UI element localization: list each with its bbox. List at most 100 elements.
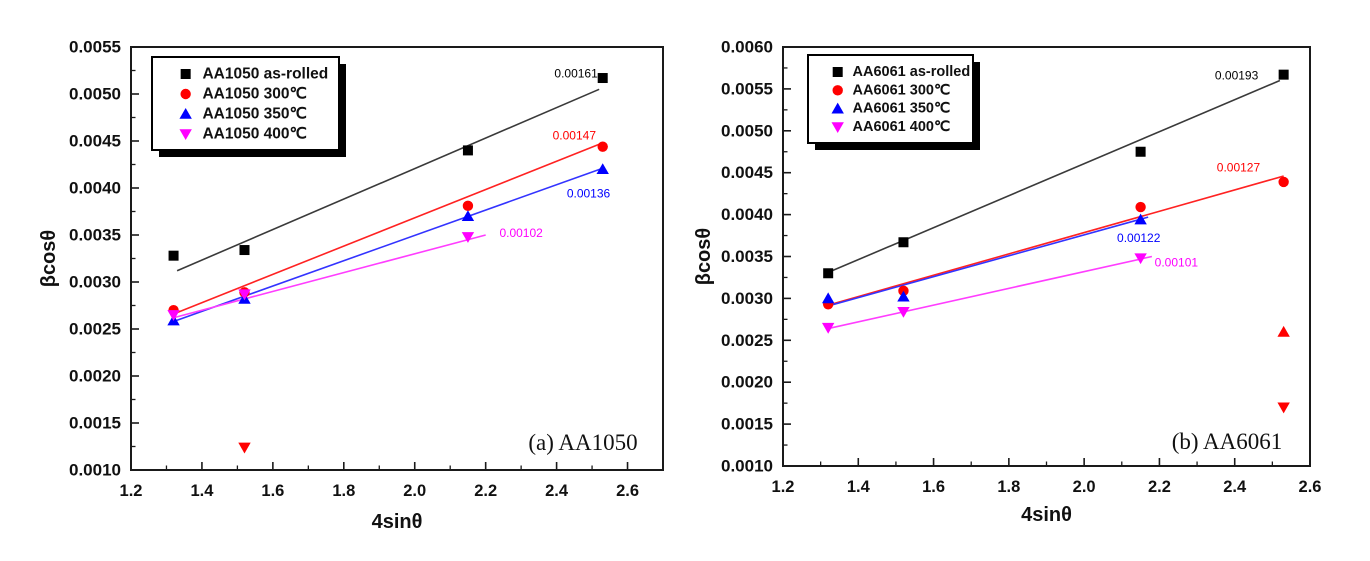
data-marker-triangle-up bbox=[821, 292, 835, 304]
data-marker-triangle-down bbox=[1134, 253, 1147, 265]
y-tick-label: 0.0035 bbox=[721, 247, 773, 266]
fit-line bbox=[827, 175, 1284, 306]
y-tick-label: 0.0045 bbox=[69, 132, 121, 151]
y-tick-label: 0.0010 bbox=[69, 461, 121, 480]
slope-annotation: 0.00161 bbox=[554, 66, 598, 80]
y-tick-label: 0.0025 bbox=[721, 331, 773, 350]
data-marker-triangle-up bbox=[897, 290, 910, 302]
x-tick-label: 2.0 bbox=[1073, 478, 1096, 496]
y-axis-title: βcosθ bbox=[693, 228, 715, 285]
legend-label: AA6061 as-rolled bbox=[853, 64, 971, 80]
data-marker-square bbox=[1135, 146, 1146, 157]
x-axis-title: 4sinθ bbox=[372, 511, 423, 533]
x-tick-label: 1.4 bbox=[190, 482, 214, 500]
data-marker-triangle-down bbox=[821, 322, 835, 334]
y-tick-label: 0.0010 bbox=[721, 457, 773, 476]
y-tick-label: 0.0040 bbox=[721, 205, 773, 224]
slope-annotation: 0.00102 bbox=[499, 226, 543, 240]
slope-annotation: 0.00122 bbox=[1117, 231, 1161, 245]
y-tick-label: 0.0015 bbox=[69, 414, 121, 433]
outlier-marker-triangle-down bbox=[238, 442, 251, 454]
x-tick-label: 2.4 bbox=[545, 482, 569, 500]
data-marker-square bbox=[898, 237, 909, 248]
legend-label: AA1050 300℃ bbox=[202, 86, 307, 103]
legend-label: AA1050 350℃ bbox=[202, 106, 307, 123]
x-tick-label: 2.4 bbox=[1223, 478, 1247, 496]
x-tick-label: 1.6 bbox=[922, 478, 945, 496]
data-marker-triangle-down bbox=[461, 232, 475, 243]
legend-marker-square bbox=[180, 69, 191, 79]
y-tick-label: 0.0030 bbox=[69, 273, 121, 292]
x-tick-label: 2.6 bbox=[1299, 478, 1322, 496]
x-tick-label: 1.2 bbox=[120, 482, 143, 500]
y-tick-label: 0.0020 bbox=[69, 367, 121, 386]
legend-marker-triangle-down bbox=[179, 129, 192, 140]
data-marker-triangle-up bbox=[461, 210, 475, 221]
legend-label: AA6061 400℃ bbox=[853, 119, 951, 135]
slope-annotation: 0.00127 bbox=[1217, 161, 1261, 175]
data-marker-square bbox=[823, 268, 834, 279]
y-tick-label: 0.0050 bbox=[721, 121, 773, 140]
chart-b: 1.2 1.4 1.6 1.8 2.0 2.2 2.4 2.6 0.0010 0.0015 0.00… bbox=[693, 38, 1321, 527]
legend-label: AA6061 300℃ bbox=[853, 82, 951, 98]
x-tick-label: 1.2 bbox=[772, 478, 795, 496]
legend-marker-triangle-up bbox=[179, 108, 192, 119]
y-tick-label: 0.0025 bbox=[69, 320, 121, 339]
legend-label: AA1050 as-rolled bbox=[202, 66, 328, 83]
data-marker-circle bbox=[597, 141, 608, 152]
y-tick-label: 0.0035 bbox=[69, 226, 121, 245]
data-marker-square bbox=[597, 73, 608, 84]
x-tick-label: 2.0 bbox=[403, 482, 426, 500]
x-tick-label: 2.2 bbox=[474, 482, 497, 500]
x-tick-label: 2.2 bbox=[1148, 478, 1171, 496]
legend-label: AA1050 400℃ bbox=[202, 126, 307, 143]
fit-line bbox=[173, 234, 486, 319]
data-marker-square bbox=[168, 250, 179, 261]
y-tick-label: 0.0045 bbox=[721, 163, 773, 182]
x-tick-label: 1.4 bbox=[847, 478, 871, 496]
data-marker-square bbox=[1278, 69, 1289, 80]
legend-marker-circle bbox=[832, 85, 843, 96]
fit-line bbox=[173, 142, 604, 315]
slope-annotation: 0.00101 bbox=[1155, 255, 1199, 269]
y-tick-label: 0.0020 bbox=[721, 373, 773, 392]
outlier-marker-triangle-up bbox=[1277, 325, 1290, 337]
y-axis-title: βcosθ bbox=[38, 230, 60, 287]
x-axis-title: 4sinθ bbox=[1021, 504, 1072, 526]
data-marker-triangle-down bbox=[167, 310, 180, 321]
data-marker-triangle-down bbox=[897, 307, 910, 318]
fit-line bbox=[827, 216, 1149, 307]
x-tick-label: 1.6 bbox=[261, 482, 284, 500]
fit-line bbox=[176, 88, 600, 272]
legend-marker-triangle-down bbox=[831, 122, 844, 133]
data-marker-triangle-up bbox=[1134, 213, 1147, 225]
legend-marker-square bbox=[832, 67, 843, 77]
y-tick-label: 0.0030 bbox=[721, 289, 773, 308]
legend-marker-triangle-up bbox=[831, 102, 844, 114]
y-tick-label: 0.0055 bbox=[721, 79, 773, 98]
x-tick-label: 2.6 bbox=[616, 482, 639, 500]
panel-label: (b) AA6061 bbox=[1172, 429, 1283, 454]
slope-annotation: 0.00136 bbox=[567, 187, 611, 201]
y-tick-label: 0.0055 bbox=[69, 38, 121, 57]
y-tick-label: 0.0040 bbox=[69, 179, 121, 198]
chart-a: 1.2 1.4 1.6 1.8 2.0 2.2 2.4 2.6 0.0010 0.0015 0.00… bbox=[38, 38, 664, 533]
x-tick-label: 1.8 bbox=[332, 482, 355, 500]
data-marker-circle bbox=[1278, 176, 1289, 188]
slope-annotation: 0.00147 bbox=[553, 128, 597, 142]
legend-marker-circle bbox=[180, 88, 191, 100]
data-marker-square bbox=[462, 145, 473, 156]
data-marker-triangle-up bbox=[596, 163, 609, 174]
outlier-marker-triangle-down bbox=[1277, 402, 1290, 414]
legend-label: AA6061 350℃ bbox=[853, 101, 951, 117]
y-tick-label: 0.0050 bbox=[69, 85, 121, 104]
y-tick-label: 0.0015 bbox=[721, 415, 773, 434]
data-marker-circle bbox=[462, 200, 474, 212]
data-marker-square bbox=[239, 245, 250, 256]
data-marker-circle bbox=[1135, 201, 1146, 213]
fit-line bbox=[827, 255, 1153, 330]
x-tick-label: 1.8 bbox=[997, 478, 1020, 496]
panel-label: (a) AA1050 bbox=[528, 430, 637, 455]
